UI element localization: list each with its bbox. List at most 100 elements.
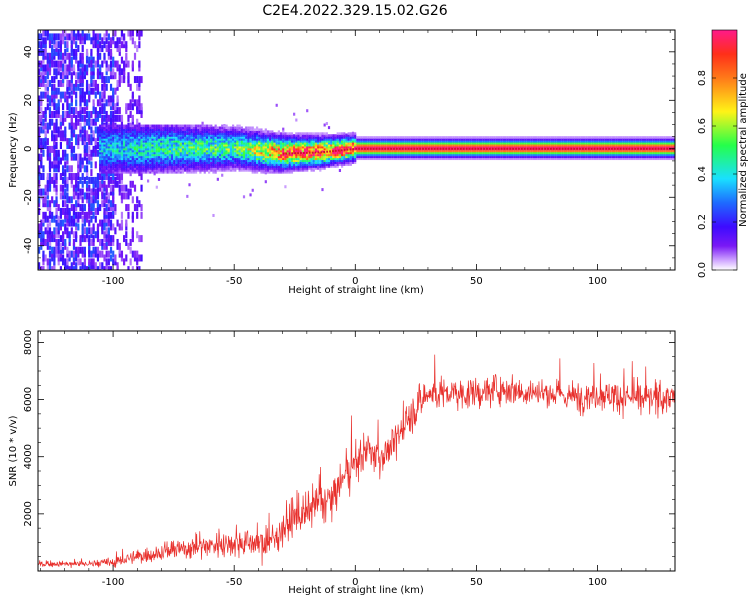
spectrogram-cell <box>229 130 233 133</box>
spectrogram-cell <box>214 163 217 166</box>
spectrogram-cell <box>349 138 352 141</box>
spectrogram-cell <box>236 136 239 139</box>
spectrogram-cell <box>107 114 110 122</box>
spectrogram-cell <box>293 147 296 151</box>
spectrogram-cell <box>288 157 291 161</box>
spectrogram-cell <box>343 159 346 162</box>
spectrogram-cell <box>297 138 300 141</box>
spectrogram-cell <box>55 246 58 254</box>
spectrogram-cell <box>85 211 89 219</box>
spectrogram-cell <box>489 138 492 141</box>
spectrogram-cell <box>184 136 187 139</box>
spectrogram-cell <box>458 140 461 143</box>
spectrogram-cell <box>177 155 180 159</box>
spectrogram-cell <box>59 142 62 149</box>
spectrogram-cell <box>153 130 156 133</box>
spectrogram-cell <box>140 126 143 130</box>
spectrogram-cell <box>96 173 100 181</box>
spectrogram-cell <box>310 163 313 166</box>
spectrogram-cell <box>72 48 76 56</box>
spectrogram-cell <box>83 145 86 153</box>
spectrogram-cell <box>109 95 113 103</box>
spectrogram-cell <box>42 254 45 262</box>
spectrogram-cell <box>170 128 174 131</box>
spectrogram-cell <box>227 151 230 155</box>
spectrogram-cell <box>245 126 248 130</box>
spectrogram-cell <box>308 149 311 153</box>
spectrogram-cell <box>354 145 357 149</box>
spectrogram-cell <box>116 95 119 103</box>
spectrogram-cell <box>175 171 178 174</box>
spectrogram-cell <box>40 157 43 165</box>
spectrogram-cell <box>149 169 152 172</box>
spectrogram-cell <box>120 132 124 135</box>
spectrogram-cell <box>415 155 418 159</box>
spectrogram-cell <box>157 147 161 151</box>
spectrogram-cell <box>109 223 113 231</box>
spectrogram-cell <box>310 157 313 161</box>
spectrogram-cell <box>116 157 119 161</box>
spectrogram-cell <box>491 143 494 147</box>
spectrogram-cell <box>299 138 302 141</box>
spectrogram-cell <box>149 134 152 137</box>
spectrogram-cell <box>133 155 137 159</box>
spectrogram-cell <box>70 262 73 270</box>
spectrogram-cell <box>53 235 56 243</box>
spectrogram-cell <box>210 126 213 130</box>
spectrogram-cell <box>205 167 209 170</box>
spectrogram-cell <box>75 231 78 239</box>
spectrogram-cell <box>323 132 326 135</box>
spectrogram-cell <box>160 138 163 141</box>
spectrogram-cell <box>155 124 158 128</box>
spectrogram-cell <box>59 72 62 80</box>
spectrogram-cell <box>42 30 45 37</box>
spectrogram-cell <box>253 132 257 135</box>
spectrogram-cell <box>127 147 130 151</box>
spectrogram-cell <box>142 126 145 130</box>
spectrogram-cell <box>277 171 280 174</box>
spectrogram-cell <box>384 151 387 155</box>
spectrogram-cell <box>186 147 189 151</box>
spectrogram-cell <box>234 132 237 135</box>
spectrogram-cell <box>273 142 276 145</box>
spectrogram-cell <box>269 171 272 174</box>
spectrogram-cell <box>282 159 285 162</box>
spectrogram-cell <box>131 132 134 135</box>
spectrogram-cell <box>170 143 174 147</box>
spectrogram-cell <box>343 143 346 147</box>
spectrogram-cell <box>266 169 270 172</box>
spectrogram-cell <box>397 147 400 151</box>
spectrogram-cell <box>57 107 60 115</box>
spectrogram-cell <box>351 153 355 157</box>
spectrogram-cell <box>279 138 283 141</box>
spectrogram-cell <box>388 147 392 151</box>
spectrogram-cell <box>284 132 287 135</box>
spectrogram-cell <box>190 140 193 143</box>
spectrogram-cell <box>101 161 104 164</box>
spectrogram-cell <box>44 48 47 56</box>
spectrogram-cell <box>70 227 73 235</box>
spectrogram-cell <box>40 142 43 149</box>
spectrogram-cell <box>312 153 315 157</box>
spectrogram-cell <box>184 140 187 143</box>
spectrogram-cell <box>439 157 442 161</box>
spectrogram-cell <box>408 151 411 155</box>
spectrogram-cell <box>482 153 485 157</box>
spectrogram-cell <box>181 151 185 155</box>
spectrogram-cell <box>181 124 185 128</box>
spectrogram-cell <box>471 151 474 155</box>
spectrogram-cell <box>160 147 163 151</box>
spectrogram-cell <box>177 153 180 157</box>
spectrogram-cell <box>253 128 257 131</box>
spectrogram-cell <box>101 91 104 99</box>
spectrogram-cell <box>61 110 65 118</box>
spectrogram-cell <box>323 138 326 141</box>
spectrogram-cell <box>495 142 498 145</box>
spectrogram-cell <box>323 134 326 137</box>
spectrogram-cell <box>179 169 182 172</box>
spectrogram-cell <box>72 110 76 118</box>
spectrogram-cell <box>153 163 156 166</box>
spectrogram-cell <box>218 140 222 143</box>
spectrogram-cell <box>500 142 503 145</box>
spectrogram-cell <box>380 143 383 147</box>
